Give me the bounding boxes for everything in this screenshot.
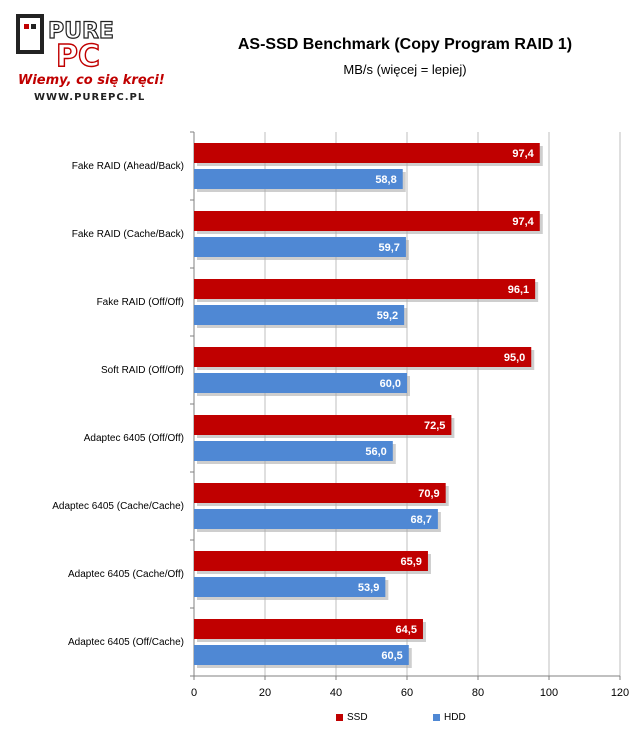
- bar-chart: 0 20 40 60 80 100 120 Fake RAID (Ahead/Back) 97,…: [52, 131, 629, 699]
- bar-hdd: [194, 509, 438, 529]
- x-tick-label: 120: [611, 687, 629, 699]
- logo-tagline: Wiemy, co się kręci!: [18, 73, 165, 88]
- chart-title: AS-SSD Benchmark (Copy Program RAID 1): [237, 36, 573, 53]
- bar-value-label: 72,5: [424, 420, 445, 432]
- bar-value-label: 59,2: [377, 310, 398, 322]
- category-label: Soft RAID (Off/Off): [101, 365, 184, 376]
- bar-ssd: [194, 279, 536, 299]
- bar-ssd: [194, 211, 540, 231]
- logo-url: WWW.PUREPC.PL: [34, 92, 145, 103]
- bar-value-label: 56,0: [365, 446, 386, 458]
- bar-hdd: [194, 441, 393, 461]
- bar-value-label: 59,7: [379, 242, 400, 254]
- bar-value-label: 70,9: [418, 488, 439, 500]
- chart-legend: SSD HDD: [0, 712, 640, 728]
- bar-hdd: [194, 577, 386, 597]
- bar-value-label: 95,0: [504, 352, 525, 364]
- legend-label: SSD: [347, 712, 368, 723]
- x-tick-label: 100: [540, 687, 558, 699]
- category-label: Adaptec 6405 (Cache/Cache): [52, 501, 184, 512]
- bar-value-label: 97,4: [512, 216, 534, 228]
- legend-item-ssd: SSD: [336, 712, 368, 723]
- legend-swatch: [433, 714, 440, 721]
- bar-hdd: [194, 645, 409, 665]
- category-label: Fake RAID (Ahead/Back): [72, 161, 184, 172]
- legend-swatch: [336, 714, 343, 721]
- logo-brand-top: PURE: [48, 19, 114, 44]
- x-tick-label: 80: [472, 687, 484, 699]
- purepc-logo: PURE PC Wiemy, co się kręci! WWW.PUREPC.…: [16, 14, 165, 103]
- bar-ssd: [194, 143, 540, 163]
- category-label: Adaptec 6405 (Off/Cache): [68, 637, 184, 648]
- category-label: Fake RAID (Cache/Back): [72, 229, 184, 240]
- bar-hdd: [194, 305, 405, 325]
- bar-ssd: [194, 619, 423, 639]
- bar-value-label: 68,7: [410, 514, 431, 526]
- bar-hdd: [194, 237, 406, 257]
- bar-value-label: 64,5: [396, 624, 417, 636]
- bar-value-label: 53,9: [358, 582, 379, 594]
- bar-hdd: [194, 169, 403, 189]
- bar-value-label: 65,9: [401, 556, 422, 568]
- bar-hdd: [194, 373, 407, 393]
- legend-label: HDD: [444, 712, 466, 723]
- bar-value-label: 60,0: [380, 378, 401, 390]
- x-tick-label: 0: [191, 687, 197, 699]
- category-label: Adaptec 6405 (Cache/Off): [68, 569, 184, 580]
- bar-value-label: 97,4: [512, 148, 534, 160]
- legend-item-hdd: HDD: [433, 712, 466, 723]
- category-label: Fake RAID (Off/Off): [97, 297, 184, 308]
- logo-brand-bottom: PC: [56, 39, 100, 74]
- bar-value-label: 60,5: [381, 650, 402, 662]
- bar-ssd: [194, 415, 452, 435]
- bar-value-label: 96,1: [508, 284, 529, 296]
- chart-subtitle: MB/s (więcej = lepiej): [343, 62, 467, 77]
- category-label: Adaptec 6405 (Off/Off): [84, 433, 184, 444]
- x-tick-label: 60: [401, 687, 413, 699]
- bar-ssd: [194, 347, 532, 367]
- x-tick-label: 20: [259, 687, 271, 699]
- x-tick-label: 40: [330, 687, 342, 699]
- bar-value-label: 58,8: [375, 174, 396, 186]
- bar-ssd: [194, 551, 428, 571]
- bar-ssd: [194, 483, 446, 503]
